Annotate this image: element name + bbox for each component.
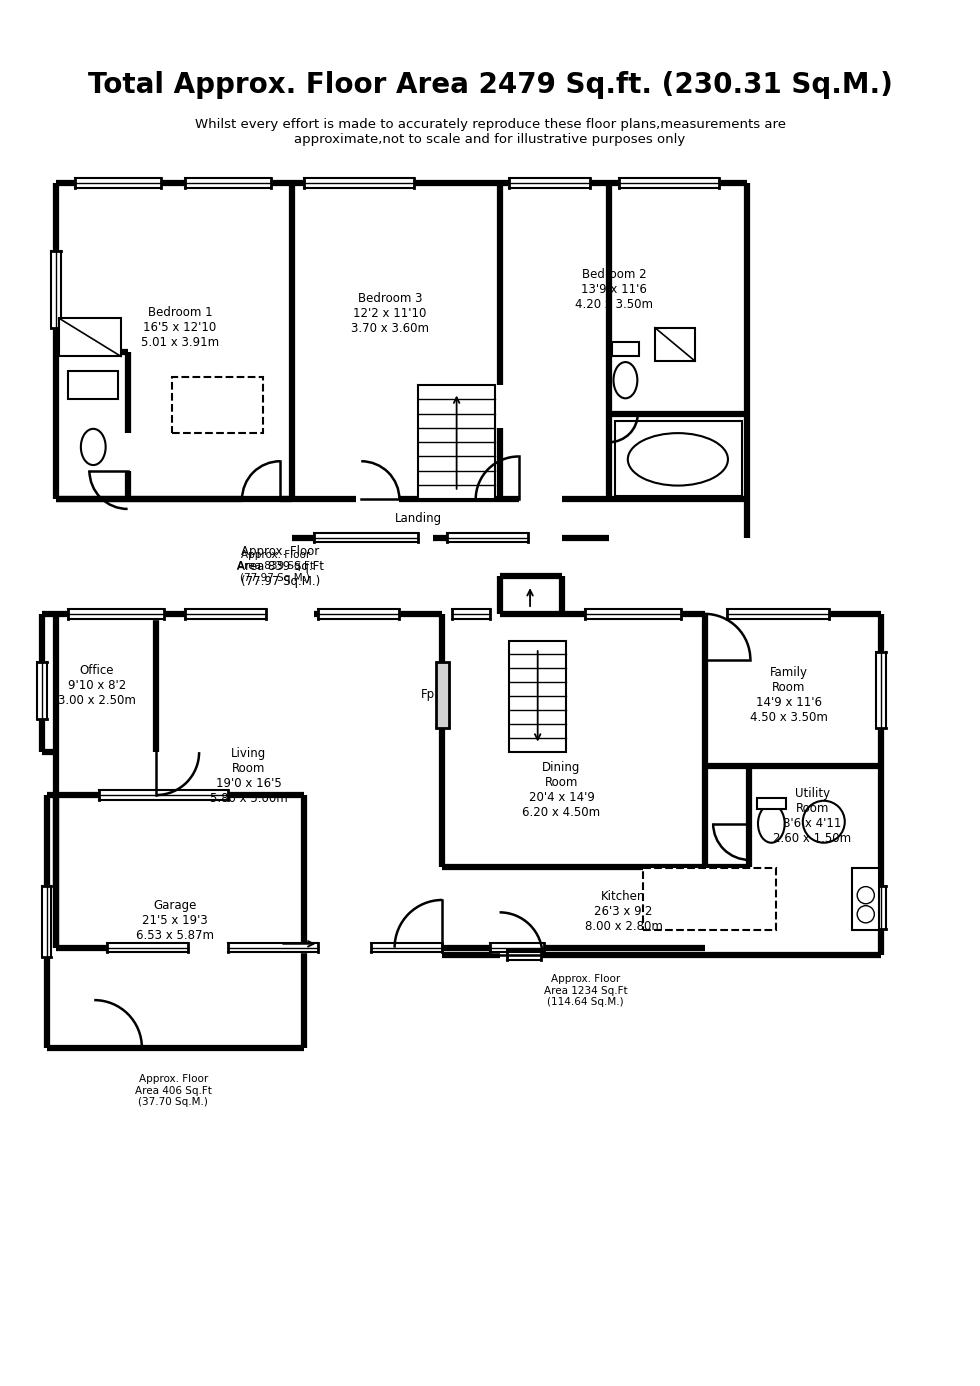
Bar [59,319,121,356]
Text: Kitchen
26'3 x 9'2
8.00 x 2.80m: Kitchen 26'3 x 9'2 8.00 x 2.80m [585,890,662,933]
Ellipse shape [758,805,785,843]
Text: Whilst every effort is made to accurately reproduce these floor plans,measuremen: Whilst every effort is made to accuratel… [194,118,786,147]
Bar [757,798,786,809]
Text: Office
9'10 x 8'2
3.00 x 2.50m: Office 9'10 x 8'2 3.00 x 2.50m [58,664,136,707]
Text: Approx. Floor
Area 839 Sq.Ft
(77.97 Sq.M.): Approx. Floor Area 839 Sq.Ft (77.97 Sq.M… [237,550,314,582]
Text: Approx. Floor
Area 406 Sq.Ft
(37.70 Sq.M.): Approx. Floor Area 406 Sq.Ft (37.70 Sq.M… [135,1074,212,1107]
Circle shape [858,887,874,904]
Bar [655,327,695,362]
Text: Utility
Room
8'6 x 4'11
2.60 x 1.50m: Utility Room 8'6 x 4'11 2.60 x 1.50m [773,787,852,845]
Bar [69,370,118,399]
Ellipse shape [81,428,106,466]
Bar [509,640,566,753]
Text: Living
Room
19'0 x 16'5
5.80 x 5.00m: Living Room 19'0 x 16'5 5.80 x 5.00m [210,747,287,805]
Circle shape [803,801,845,843]
Text: Total Approx. Floor Area 2479 Sq.ft. (230.31 Sq.M.): Total Approx. Floor Area 2479 Sq.ft. (23… [87,71,893,98]
Bar [614,421,742,496]
Text: Approx. Floor
Area 1234 Sq.Ft
(114.64 Sq.M.): Approx. Floor Area 1234 Sq.Ft (114.64 Sq… [544,974,627,1008]
Bar [418,385,495,499]
Ellipse shape [628,432,728,485]
Text: Family
Room
14'9 x 11'6
4.50 x 3.50m: Family Room 14'9 x 11'6 4.50 x 3.50m [750,665,827,723]
Bar [612,342,639,356]
Text: Approx. Floor
Area 839 Sq.Ft
(77.97 Sq.M.): Approx. Floor Area 839 Sq.Ft (77.97 Sq.M… [237,545,323,588]
Bar [172,377,263,432]
Text: Landing: Landing [395,511,442,525]
Text: Garage
21'5 x 19'3
6.53 x 5.87m: Garage 21'5 x 19'3 6.53 x 5.87m [136,900,215,942]
Text: Bedroom 2
13'9 x 11'6
4.20 x 3.50m: Bedroom 2 13'9 x 11'6 4.20 x 3.50m [575,267,653,310]
Text: Bedroom 1
16'5 x 12'10
5.01 x 3.91m: Bedroom 1 16'5 x 12'10 5.01 x 3.91m [141,306,220,349]
Bar [436,661,449,728]
Text: Dining
Room
20'4 x 14'9
6.20 x 4.50m: Dining Room 20'4 x 14'9 6.20 x 4.50m [522,761,601,819]
Text: Bedroom 3
12'2 x 11'10
3.70 x 3.60m: Bedroom 3 12'2 x 11'10 3.70 x 3.60m [351,292,429,335]
Ellipse shape [613,362,637,398]
Bar [643,869,776,930]
Text: Fp: Fp [421,689,435,701]
Bar [853,869,879,930]
Circle shape [858,905,874,923]
